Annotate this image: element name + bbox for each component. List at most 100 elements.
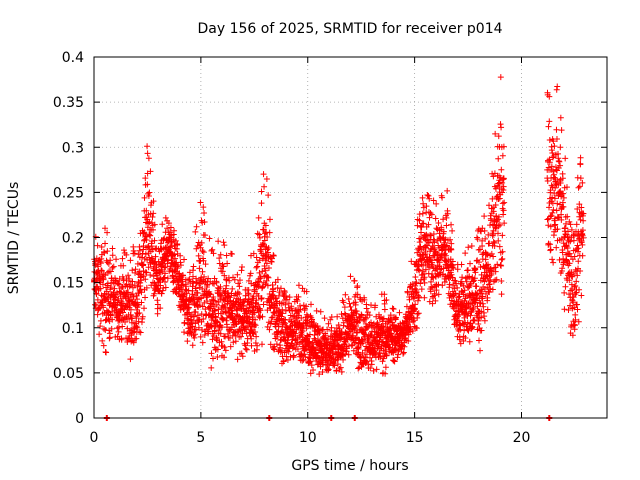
data-point [547,246,554,253]
data-point [473,283,480,290]
data-point [451,277,458,284]
data-point [410,318,417,325]
data-point [372,302,379,309]
data-point [162,284,169,291]
data-point [456,311,463,318]
data-point [474,236,481,243]
data-point [495,223,502,230]
data-point [555,155,562,162]
data-point [565,228,572,235]
data-point [214,318,221,325]
data-point [145,155,152,162]
data-point [341,310,348,317]
data-point [139,230,146,237]
data-point [181,319,188,326]
data-point [216,260,223,267]
data-point [456,293,463,300]
data-point [202,232,209,239]
data-point [317,308,324,315]
data-point [486,202,493,209]
data-point [197,333,204,340]
data-point [207,291,214,298]
y-tick-label: 0.15 [53,276,84,292]
data-point [553,244,560,251]
data-point [263,260,270,267]
data-point [118,285,125,292]
data-point [193,223,200,230]
data-point [489,221,496,228]
data-point [109,308,116,315]
data-point [457,340,464,347]
data-point [103,349,110,356]
data-point [307,370,314,377]
data-point [144,150,151,157]
data-point [200,315,207,322]
data-point [557,179,564,186]
data-point [142,175,149,182]
data-point [256,269,263,276]
data-point [309,316,316,323]
data-point [169,272,176,279]
data-point [558,127,565,134]
data-point [303,325,310,332]
data-point [204,298,211,305]
data-point [557,162,564,169]
data-point [355,365,362,372]
data-point [214,354,221,361]
data-point [412,301,419,308]
data-point [570,237,577,244]
data-point [342,291,349,298]
data-point [264,233,271,240]
data-point [440,228,447,235]
data-point [577,154,584,161]
data-point [486,240,493,247]
data-point [258,188,265,195]
data-point [489,232,496,239]
data-point [130,247,137,254]
data-point [324,326,331,333]
data-point [150,210,157,217]
data-point [289,308,296,315]
data-point [498,277,505,284]
data-point [119,309,126,316]
data-point [214,346,221,353]
data-point [130,339,137,346]
data-point [354,282,361,289]
data-point [416,239,423,246]
data-point [106,335,113,342]
data-point [430,197,437,204]
data-point [147,168,154,175]
data-point [562,155,569,162]
data-point [569,332,576,339]
data-point [212,307,219,314]
data-point [356,317,363,324]
data-point [492,185,499,192]
data-point [109,245,116,252]
data-point [413,325,420,332]
data-point [139,250,146,257]
data-point [210,303,217,310]
data-point [145,264,152,271]
data-point [177,259,184,266]
data-point [493,217,500,224]
data-point [174,265,181,272]
data-point [334,313,341,320]
data-point [294,297,301,304]
data-point [186,269,193,276]
data-point [243,346,250,353]
data-point [422,244,429,251]
data-point [190,267,197,274]
data-point [234,356,241,363]
data-point [148,243,155,250]
data-point [418,224,425,231]
data-point [194,312,201,319]
data-point [98,255,105,262]
data-point [313,307,320,314]
data-point [553,207,560,214]
data-point [471,275,478,282]
data-point [565,306,572,313]
data-point [136,247,143,254]
data-point [168,239,175,246]
data-point [310,367,317,373]
data-point [129,278,136,285]
